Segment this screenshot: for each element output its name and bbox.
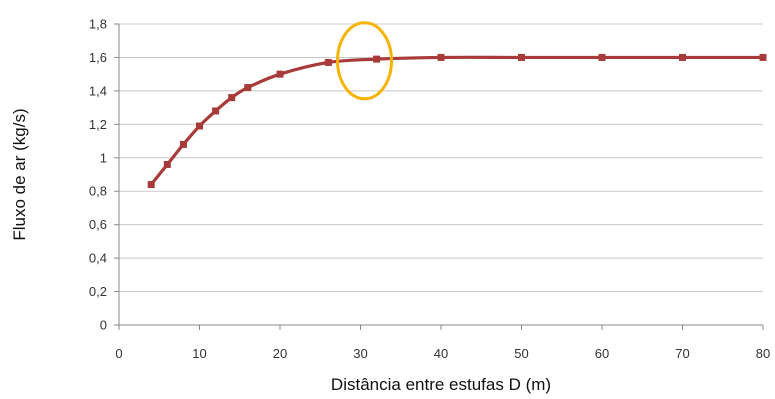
data-point-0-5 [228,94,236,102]
data-point-0-6 [244,84,252,92]
data-point-0-0 [147,181,155,189]
data-point-0-3 [196,122,203,130]
data-point-0-9 [373,55,381,63]
data-point-0-4 [212,107,220,115]
data-point-0-11 [518,53,525,61]
data-point-0-14 [759,53,767,61]
x-tick-label-4: 40 [434,346,448,361]
x-axis-title: Distância entre estufas D (m) [331,375,551,394]
data-point-0-12 [598,53,606,61]
y-tick-label-4: 0,8 [89,184,107,199]
y-tick-label-1: 0,2 [89,284,107,299]
axes [114,23,764,330]
data-point-0-2 [179,140,187,148]
y-tick-label-8: 1,6 [89,50,107,65]
highlight-ellipse-0 [336,21,394,101]
data-point-0-10 [437,53,445,61]
x-tick-label-8: 80 [756,346,770,361]
data-point-0-8 [324,58,332,66]
x-tick-label-2: 20 [273,346,287,361]
y-tick-label-9: 1,8 [89,17,107,32]
y-tick-label-3: 0,6 [89,217,107,232]
y-tick-label-5: 1 [100,150,107,165]
y-tick-label-7: 1,4 [89,83,107,98]
y-axis-title: Fluxo de ar (kg/s) [10,108,29,240]
x-tick-label-3: 30 [353,346,367,361]
series-group [147,53,767,189]
x-tick-label-6: 60 [595,346,609,361]
x-tick-label-0: 0 [115,346,122,361]
x-tick-label-1: 10 [192,346,206,361]
y-tick-labels: 0 0,2 0,4 0,6 0,8 1 1,2 1,4 1,6 1,8 [89,17,107,333]
grid-lines [119,23,763,293]
x-tick-label-7: 70 [675,346,689,361]
data-point-0-7 [276,70,284,78]
data-point-0-13 [679,53,686,61]
y-tick-label-0: 0 [100,318,107,333]
y-tick-label-2: 0,4 [89,251,107,266]
x-tick-labels: 0 10 20 30 40 50 60 70 80 [115,346,770,361]
y-tick-label-6: 1,2 [89,117,107,132]
series-line-0 [149,55,765,187]
x-tick-label-5: 50 [514,346,528,361]
annotation-group [336,21,394,101]
data-point-0-1 [163,160,171,168]
